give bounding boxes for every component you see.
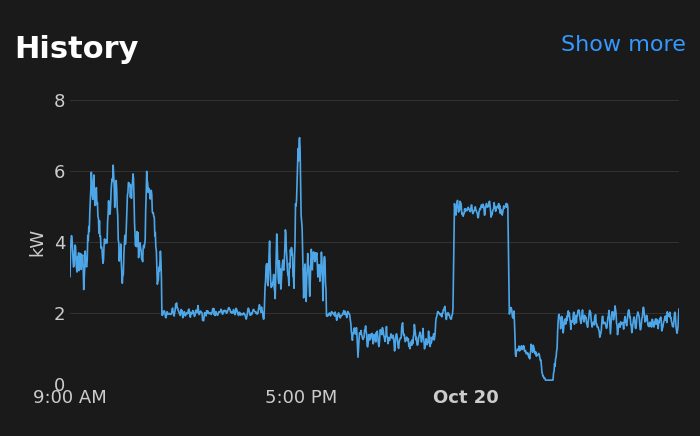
Text: Show more: Show more	[561, 35, 686, 55]
Text: History: History	[14, 35, 139, 64]
Y-axis label: kW: kW	[29, 228, 47, 256]
